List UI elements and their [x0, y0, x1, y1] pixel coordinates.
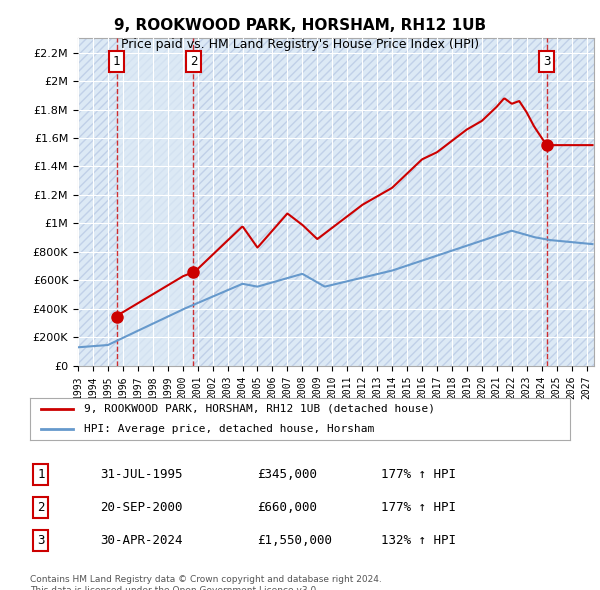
Text: £1,550,000: £1,550,000	[257, 534, 332, 547]
Text: 30-APR-2024: 30-APR-2024	[100, 534, 182, 547]
Text: 1: 1	[113, 55, 121, 68]
Text: 177% ↑ HPI: 177% ↑ HPI	[381, 468, 456, 481]
Text: 3: 3	[37, 534, 44, 547]
Text: Contains HM Land Registry data © Crown copyright and database right 2024.
This d: Contains HM Land Registry data © Crown c…	[30, 575, 382, 590]
Text: 20-SEP-2000: 20-SEP-2000	[100, 501, 182, 514]
Text: 2: 2	[190, 55, 197, 68]
Text: 9, ROOKWOOD PARK, HORSHAM, RH12 1UB (detached house): 9, ROOKWOOD PARK, HORSHAM, RH12 1UB (det…	[84, 404, 435, 414]
Text: 31-JUL-1995: 31-JUL-1995	[100, 468, 182, 481]
Text: Price paid vs. HM Land Registry's House Price Index (HPI): Price paid vs. HM Land Registry's House …	[121, 38, 479, 51]
Text: £660,000: £660,000	[257, 501, 317, 514]
Text: 9, ROOKWOOD PARK, HORSHAM, RH12 1UB: 9, ROOKWOOD PARK, HORSHAM, RH12 1UB	[114, 18, 486, 32]
Text: 177% ↑ HPI: 177% ↑ HPI	[381, 501, 456, 514]
Text: 1: 1	[37, 468, 44, 481]
Text: HPI: Average price, detached house, Horsham: HPI: Average price, detached house, Hors…	[84, 424, 374, 434]
Text: 2: 2	[37, 501, 44, 514]
Text: 132% ↑ HPI: 132% ↑ HPI	[381, 534, 456, 547]
Text: £345,000: £345,000	[257, 468, 317, 481]
Bar	[116, 38, 193, 366]
Text: 3: 3	[543, 55, 550, 68]
